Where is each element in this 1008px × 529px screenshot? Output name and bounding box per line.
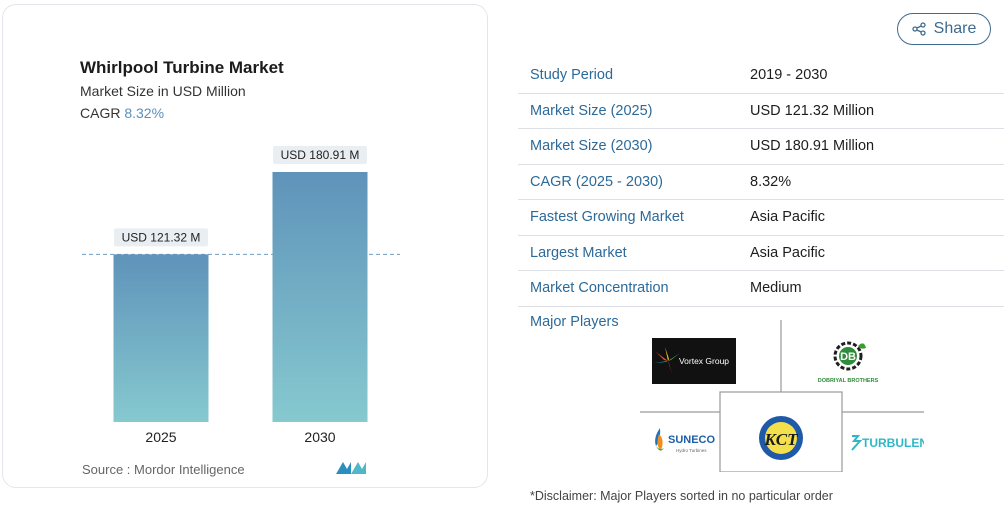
vortex-group-logo[interactable]: Vortex Group — [652, 338, 736, 384]
chart-source: Source : Mordor Intelligence — [82, 462, 245, 477]
disclaimer-text: *Disclaimer: Major Players sorted in no … — [530, 489, 833, 503]
major-players-grid: Vortex Group DB DOBRIYAL BROTHERS SUNECO… — [640, 320, 924, 472]
fact-key[interactable]: Study Period — [530, 67, 614, 84]
fact-key[interactable]: Market Size (2025) — [530, 102, 653, 119]
data-label: USD 121.32 M — [122, 230, 201, 244]
market-facts-table: Study Period 2019 - 2030 Market Size (20… — [518, 58, 1004, 307]
market-summary-card — [2, 4, 488, 488]
fact-row-concentration: Market Concentration Medium — [518, 271, 1004, 307]
data-label: USD 180.91 M — [281, 148, 360, 162]
cagr-label: CAGR — [80, 105, 121, 121]
x-tick-label: 2025 — [145, 429, 176, 445]
fact-value: USD 180.91 Million — [750, 138, 875, 155]
fact-row-market-size-2025: Market Size (2025) USD 121.32 Million — [518, 94, 1004, 129]
fact-value: Asia Pacific — [750, 244, 825, 261]
vortex-group-text: Vortex Group — [679, 356, 729, 366]
kct-text: KCT — [763, 430, 798, 449]
fact-value: Medium — [750, 280, 802, 297]
share-label: Share — [933, 20, 977, 37]
suneco-subtext: Hydro Turbines — [676, 448, 707, 453]
bar-2025 — [113, 254, 209, 422]
cagr-value: 8.32% — [124, 105, 165, 121]
major-players-label[interactable]: Major Players — [530, 314, 619, 330]
fact-row-fastest-growing: Fastest Growing Market Asia Pacific — [518, 200, 1004, 236]
fact-row-largest-market: Largest Market Asia Pacific — [518, 236, 1004, 271]
share-button[interactable]: Share — [897, 13, 991, 45]
fact-value: USD 121.32 Million — [750, 102, 875, 119]
fact-row-study-period: Study Period 2019 - 2030 — [518, 58, 1004, 94]
dobriyal-brothers-logo[interactable]: DB DOBRIYAL BROTHERS — [818, 341, 879, 384]
share-icon — [911, 22, 926, 36]
bar-2030 — [272, 172, 368, 422]
fact-key[interactable]: Market Size (2030) — [530, 138, 653, 155]
chart-subtitle: Market Size in USD Million — [80, 83, 246, 99]
fact-key[interactable]: Fastest Growing Market — [530, 209, 684, 226]
fact-key[interactable]: Market Concentration — [530, 280, 669, 297]
x-tick-label: 2030 — [304, 429, 335, 445]
data-label-box — [273, 146, 367, 164]
chart-title: Whirlpool Turbine Market — [80, 58, 284, 77]
fact-row-cagr: CAGR (2025 - 2030) 8.32% — [518, 165, 1004, 200]
fact-row-market-size-2030: Market Size (2030) USD 180.91 Million — [518, 129, 1004, 165]
turbulent-logo[interactable]: TURBULENT — [851, 435, 924, 451]
turbulent-text: TURBULENT — [862, 436, 924, 450]
fact-value: 2019 - 2030 — [750, 67, 828, 84]
cagr-text: CAGR 8.32% — [80, 105, 164, 121]
svg-text:DB: DB — [840, 351, 856, 363]
kct-logo[interactable]: KCT — [759, 416, 803, 460]
bar-chart: USD 121.32 M 2025 USD 180.91 M 2030 — [82, 146, 400, 445]
fact-key[interactable]: CAGR (2025 - 2030) — [530, 173, 663, 190]
dobriyal-brothers-text: DOBRIYAL BROTHERS — [818, 378, 879, 384]
suneco-logo[interactable]: SUNECO Hydro Turbines — [655, 428, 716, 453]
mordor-logo-icon — [336, 462, 366, 474]
fact-key[interactable]: Largest Market — [530, 244, 627, 261]
fact-value: 8.32% — [750, 173, 792, 190]
fact-value: Asia Pacific — [750, 209, 825, 226]
suneco-text: SUNECO — [668, 434, 716, 446]
data-label-box — [114, 228, 208, 247]
